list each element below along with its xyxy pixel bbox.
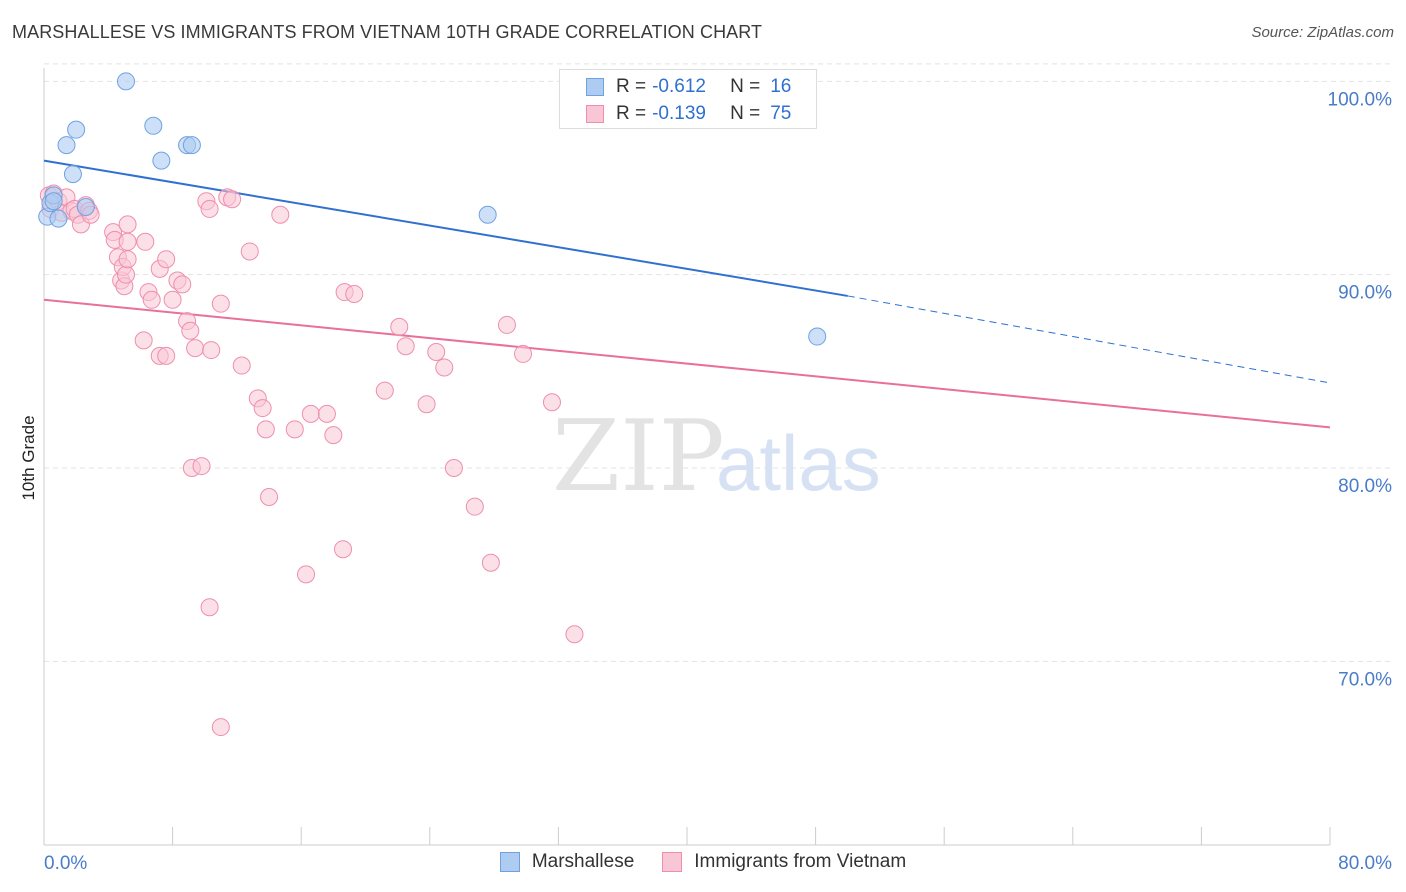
vietnam-point <box>211 294 230 313</box>
vietnam-point <box>497 315 516 334</box>
vietnam-point <box>157 250 176 269</box>
vietnam-point <box>202 341 221 360</box>
y-tick-label: 90.0% <box>1338 283 1392 304</box>
vietnam-point <box>118 232 137 251</box>
marshallese-point <box>49 209 68 228</box>
vietnam-point <box>116 265 135 284</box>
chart-source: Source: ZipAtlas.com <box>1251 24 1394 41</box>
vietnam-point <box>375 381 394 400</box>
vietnam-swatch <box>586 105 604 123</box>
r-value: -0.612 <box>652 76 706 97</box>
r-value: -0.139 <box>652 103 706 124</box>
legend-label: Marshallese <box>531 851 635 872</box>
vietnam-point <box>232 356 251 375</box>
y-tick-label: 100.0% <box>1328 89 1393 110</box>
n-label: N = <box>730 76 761 97</box>
vietnam-point <box>118 215 137 234</box>
vietnam-swatch <box>662 852 683 872</box>
series-legend: Marshallese Immigrants from Vietnam <box>0 851 1406 873</box>
vietnam-point <box>211 718 230 737</box>
x-tick-label: 80.0% <box>1338 853 1392 874</box>
vietnam-point <box>157 346 176 365</box>
vietnam-point <box>396 337 415 356</box>
y-tick-label: 80.0% <box>1338 476 1392 497</box>
vietnam-point <box>253 399 272 418</box>
stats-legend-row-marshallese: R = -0.612 N = 16 <box>560 73 791 101</box>
vietnam-point <box>260 488 279 506</box>
vietnam-point <box>240 242 259 261</box>
vietnam-point <box>271 205 290 224</box>
vietnam-point <box>173 275 192 294</box>
vietnam-point <box>301 404 320 423</box>
n-value: 16 <box>770 76 792 97</box>
vietnam-point <box>317 404 336 423</box>
vietnam-point <box>465 497 484 516</box>
r-label: R = <box>616 103 647 124</box>
marshallese-point <box>182 136 201 155</box>
n-label: N = <box>730 103 761 124</box>
marshallese-trend-extension <box>847 295 1331 384</box>
marshallese-point <box>76 198 95 216</box>
marshallese-point <box>808 327 827 346</box>
marshallese-point <box>44 192 63 211</box>
vietnam-point <box>427 343 446 361</box>
r-label: R = <box>616 76 647 97</box>
vietnam-trend-line <box>43 298 1331 429</box>
stats-legend: R = -0.612 N = 16 R = -0.139 N = 75 <box>559 69 817 129</box>
marshallese-swatch <box>586 78 604 96</box>
vietnam-point <box>200 199 219 218</box>
trend-layer <box>43 159 1331 429</box>
marshallese-point <box>144 116 163 135</box>
vietnam-point <box>565 625 584 644</box>
legend-item-marshallese[interactable]: Marshallese <box>499 851 635 873</box>
vietnam-point <box>181 321 200 340</box>
vietnam-point <box>256 420 275 439</box>
vietnam-point <box>345 285 364 303</box>
watermark: ZIP atlas <box>552 400 881 514</box>
vietnam-point <box>192 457 211 476</box>
vietnam-point <box>223 190 242 209</box>
marshallese-point <box>116 72 135 91</box>
vietnam-point <box>285 420 304 439</box>
vietnam-point <box>200 598 219 617</box>
x-tick-label: 0.0% <box>44 853 87 874</box>
marshallese-trend-line <box>43 159 848 297</box>
vietnam-point <box>481 553 500 572</box>
vietnam-point <box>136 232 155 251</box>
vietnam-point <box>514 344 533 363</box>
legend-label: Immigrants from Vietnam <box>694 851 907 872</box>
marshallese-point <box>57 136 76 155</box>
vietnam-point <box>324 426 343 445</box>
watermark-atlas: atlas <box>716 419 881 507</box>
y-tick-label: 70.0% <box>1338 669 1392 690</box>
vietnam-point <box>435 358 454 377</box>
marshallese-point <box>67 120 86 139</box>
marshallese-swatch <box>499 852 520 872</box>
vietnam-point <box>390 317 409 336</box>
stats-legend-row-vietnam: R = -0.139 N = 75 <box>560 100 791 128</box>
vietnam-point <box>163 290 182 309</box>
vietnam-point <box>444 459 463 477</box>
vietnam-point <box>297 565 316 584</box>
vietnam-point <box>542 393 561 412</box>
points-layer <box>38 72 827 737</box>
vietnam-point <box>134 331 153 350</box>
n-value: 75 <box>770 103 792 124</box>
watermark-zip: ZIP <box>552 400 725 514</box>
chart-title: MARSHALLESE VS IMMIGRANTS FROM VIETNAM 1… <box>12 22 763 42</box>
vietnam-point <box>118 250 137 269</box>
marshallese-point <box>63 165 82 184</box>
vietnam-point <box>186 339 205 358</box>
y-axis-label: 10th Grade <box>19 415 38 500</box>
axis-layer: 70.0% 80.0% 90.0% 100.0% 0.0% 80.0% <box>43 68 1393 874</box>
vietnam-point <box>142 290 161 309</box>
marshallese-point <box>152 151 171 170</box>
vietnam-point <box>417 395 436 414</box>
marshallese-point <box>478 205 497 224</box>
vietnam-point <box>333 540 352 559</box>
legend-item-vietnam[interactable]: Immigrants from Vietnam <box>662 851 906 873</box>
